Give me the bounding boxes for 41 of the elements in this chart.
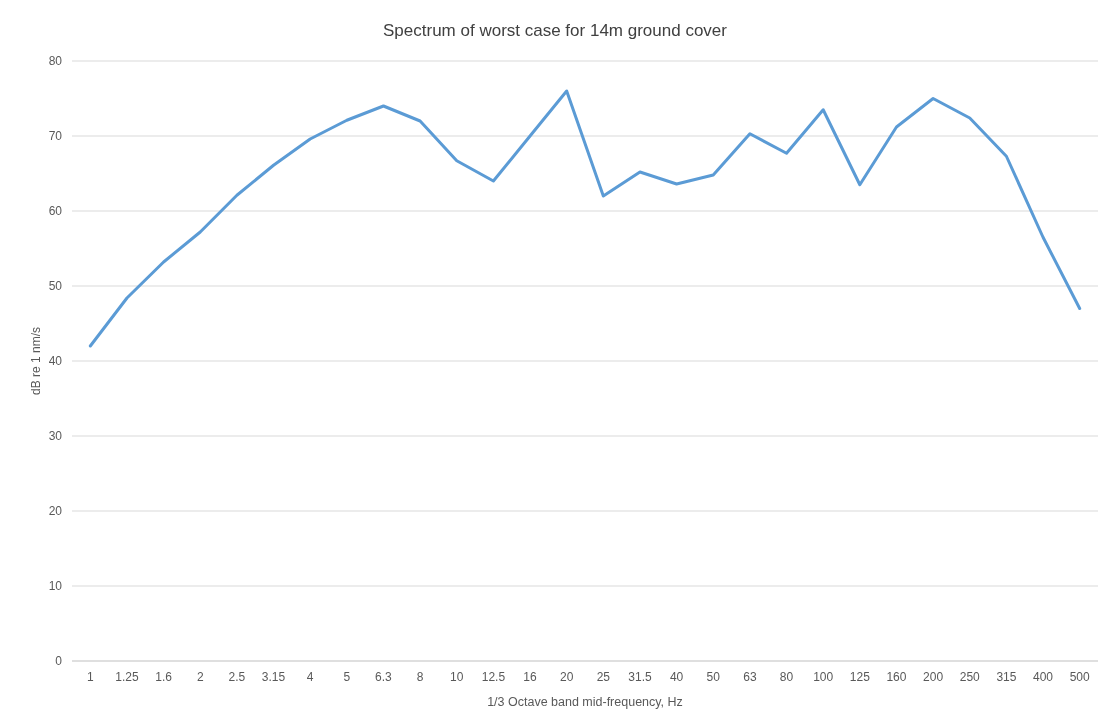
x-tick-label: 10	[450, 670, 464, 684]
line-series	[88, 89, 1082, 348]
y-tick-label: 0	[55, 654, 63, 669]
x-tick-label: 200	[923, 670, 944, 684]
y-tick-label: 20	[48, 504, 63, 519]
y-tick-label: 70	[48, 129, 63, 144]
x-tick-label: 5	[343, 670, 351, 684]
x-tick-label: 500	[1069, 670, 1091, 684]
x-tick-label: 50	[706, 670, 721, 684]
y-tick-label: 50	[48, 279, 63, 294]
x-tick-label: 40	[669, 670, 684, 684]
y-axis-title: dB re 1 nm/s	[29, 326, 43, 396]
x-tick-label: 1.6	[155, 670, 173, 684]
x-axis-title: 1/3 Octave band mid-frequency, Hz	[487, 695, 683, 709]
x-tick-label: 125	[849, 670, 871, 684]
chart-title: Spectrum of worst case for 14m ground cover	[383, 21, 728, 40]
x-tick-label: 6.3	[375, 670, 393, 684]
y-tick-label: 30	[48, 429, 63, 444]
x-tick-label: 250	[959, 670, 981, 684]
y-tick-label: 10	[48, 579, 63, 594]
y-tick-label: 80	[48, 54, 63, 69]
x-tick-label: 400	[1033, 670, 1054, 684]
x-tick-label: 160	[886, 670, 907, 684]
x-tick-label: 8	[416, 670, 424, 684]
x-tick-label: 2.5	[228, 670, 246, 684]
x-tick-label: 3.15	[261, 670, 286, 684]
x-tick-label: 31.5	[628, 670, 652, 684]
x-tick-label: 4	[306, 670, 314, 684]
y-tick-label: 40	[48, 354, 63, 369]
y-tick-label: 60	[48, 204, 63, 219]
x-tick-label: 25	[596, 670, 611, 684]
x-tick-label: 16	[523, 670, 538, 684]
x-tick-label: 1.25	[115, 670, 139, 684]
x-tick-label: 2	[196, 670, 204, 684]
x-tick-label: 1	[86, 670, 94, 684]
x-tick-label: 20	[560, 670, 574, 684]
x-tick-label: 315	[996, 670, 1017, 684]
x-tick-label: 100	[813, 670, 834, 684]
x-tick-label: 80	[779, 670, 794, 684]
x-tick-label: 63	[743, 670, 757, 684]
x-tick-label: 12.5	[481, 670, 506, 684]
